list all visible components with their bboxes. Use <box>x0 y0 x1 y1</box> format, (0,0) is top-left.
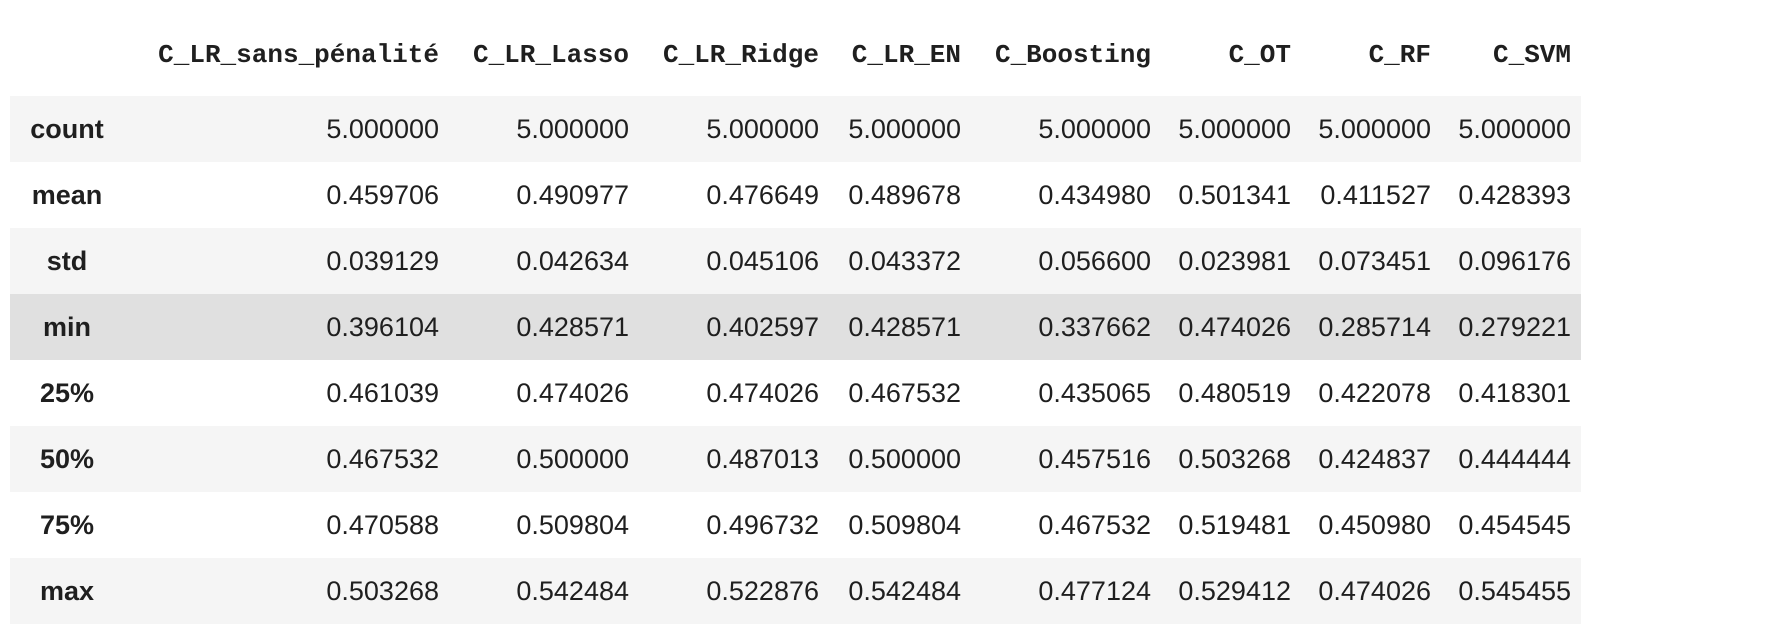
table-cell: 0.454545 <box>1458 509 1571 540</box>
column-header: C_LR_Ridge <box>662 40 819 70</box>
table-cell: 0.467532 <box>1038 509 1151 540</box>
table-cell: 0.279221 <box>1458 311 1571 342</box>
table-cell: 0.467532 <box>848 377 961 408</box>
table-cell: 5.000000 <box>848 113 961 144</box>
table-header: C_LR_sans_pénalité C_LR_Lasso C_LR_Ridge… <box>10 22 1581 96</box>
row-label: 75% <box>39 509 95 540</box>
table-cell: 0.459706 <box>326 179 439 210</box>
table-cell: 0.285714 <box>1318 311 1431 342</box>
column-header: C_LR_Lasso <box>472 40 629 70</box>
table-cell: 0.424837 <box>1318 443 1431 474</box>
table-cell: 0.444444 <box>1458 443 1571 474</box>
table-cell: 0.435065 <box>1038 377 1151 408</box>
table-cell: 0.487013 <box>706 443 819 474</box>
table-cell: 0.470588 <box>326 509 439 540</box>
table-cell: 0.545455 <box>1458 575 1571 606</box>
table-cell: 0.501341 <box>1178 179 1291 210</box>
column-header: C_LR_sans_pénalité <box>158 40 439 70</box>
table-row: 25% 0.461039 0.474026 0.474026 0.467532 … <box>10 360 1581 426</box>
table-cell: 0.496732 <box>706 509 819 540</box>
row-label: count <box>30 113 104 144</box>
table-row-highlighted: min 0.396104 0.428571 0.402597 0.428571 … <box>10 294 1581 360</box>
row-label: max <box>39 575 95 606</box>
column-header: C_LR_EN <box>851 40 961 70</box>
table-cell: 0.428393 <box>1458 179 1571 210</box>
row-label: mean <box>31 179 103 210</box>
dataframe-table-container: C_LR_sans_pénalité C_LR_Lasso C_LR_Ridge… <box>10 22 1581 624</box>
table-cell: 0.474026 <box>1318 575 1431 606</box>
column-header: C_Boosting <box>994 40 1151 70</box>
table-cell: 0.522876 <box>706 575 819 606</box>
table-row: 75% 0.470588 0.509804 0.496732 0.509804 … <box>10 492 1581 558</box>
table-cell: 0.073451 <box>1318 245 1431 276</box>
table-cell: 0.489678 <box>848 179 961 210</box>
table-cell: 0.529412 <box>1178 575 1291 606</box>
table-cell: 0.490977 <box>516 179 629 210</box>
table-cell: 0.337662 <box>1038 311 1151 342</box>
table-cell: 0.428571 <box>516 311 629 342</box>
table-cell: 0.509804 <box>848 509 961 540</box>
table-cell: 5.000000 <box>1458 113 1571 144</box>
table-cell: 0.500000 <box>848 443 961 474</box>
table-cell: 0.474026 <box>706 377 819 408</box>
table-cell: 5.000000 <box>1178 113 1291 144</box>
table-cell: 0.402597 <box>706 311 819 342</box>
table-row: max 0.503268 0.542484 0.522876 0.542484 … <box>10 558 1581 624</box>
table-cell: 5.000000 <box>326 113 439 144</box>
row-label: min <box>42 311 91 342</box>
table-cell: 0.396104 <box>326 311 439 342</box>
table-cell: 0.096176 <box>1458 245 1571 276</box>
table-cell: 0.542484 <box>848 575 961 606</box>
table-cell: 0.474026 <box>1178 311 1291 342</box>
table-cell: 0.434980 <box>1038 179 1151 210</box>
table-cell: 0.509804 <box>516 509 629 540</box>
table-cell: 0.023981 <box>1178 245 1291 276</box>
table-cell: 5.000000 <box>516 113 629 144</box>
table-cell: 0.045106 <box>706 245 819 276</box>
table-cell: 0.500000 <box>516 443 629 474</box>
table-row: count 5.000000 5.000000 5.000000 5.00000… <box>10 96 1581 162</box>
column-header: C_OT <box>1228 40 1291 70</box>
table-cell: 5.000000 <box>706 113 819 144</box>
column-header: C_RF <box>1368 40 1431 70</box>
corner-cell <box>10 22 124 96</box>
table-cell: 0.043372 <box>848 245 961 276</box>
header-row: C_LR_sans_pénalité C_LR_Lasso C_LR_Ridge… <box>10 22 1581 96</box>
table-row: mean 0.459706 0.490977 0.476649 0.489678… <box>10 162 1581 228</box>
table-cell: 0.503268 <box>326 575 439 606</box>
column-header: C_SVM <box>1492 40 1571 70</box>
table-cell: 0.422078 <box>1318 377 1431 408</box>
describe-dataframe-table: C_LR_sans_pénalité C_LR_Lasso C_LR_Ridge… <box>10 22 1581 624</box>
row-label: std <box>46 245 88 276</box>
table-cell: 5.000000 <box>1038 113 1151 144</box>
row-label: 50% <box>39 443 95 474</box>
table-cell: 0.461039 <box>326 377 439 408</box>
table-body: count 5.000000 5.000000 5.000000 5.00000… <box>10 96 1581 624</box>
table-cell: 0.477124 <box>1038 575 1151 606</box>
table-row: 50% 0.467532 0.500000 0.487013 0.500000 … <box>10 426 1581 492</box>
row-label: 25% <box>39 377 95 408</box>
table-cell: 0.503268 <box>1178 443 1291 474</box>
table-cell: 0.474026 <box>516 377 629 408</box>
table-cell: 0.519481 <box>1178 509 1291 540</box>
table-cell: 0.039129 <box>326 245 439 276</box>
table-cell: 0.476649 <box>706 179 819 210</box>
table-cell: 0.042634 <box>516 245 629 276</box>
table-cell: 0.450980 <box>1318 509 1431 540</box>
table-cell: 0.480519 <box>1178 377 1291 408</box>
table-cell: 0.411527 <box>1320 179 1431 210</box>
table-cell: 0.418301 <box>1458 377 1571 408</box>
table-cell: 0.428571 <box>848 311 961 342</box>
table-cell: 5.000000 <box>1318 113 1431 144</box>
table-row: std 0.039129 0.042634 0.045106 0.043372 … <box>10 228 1581 294</box>
table-cell: 0.467532 <box>326 443 439 474</box>
table-cell: 0.542484 <box>516 575 629 606</box>
table-cell: 0.457516 <box>1038 443 1151 474</box>
table-cell: 0.056600 <box>1038 245 1151 276</box>
